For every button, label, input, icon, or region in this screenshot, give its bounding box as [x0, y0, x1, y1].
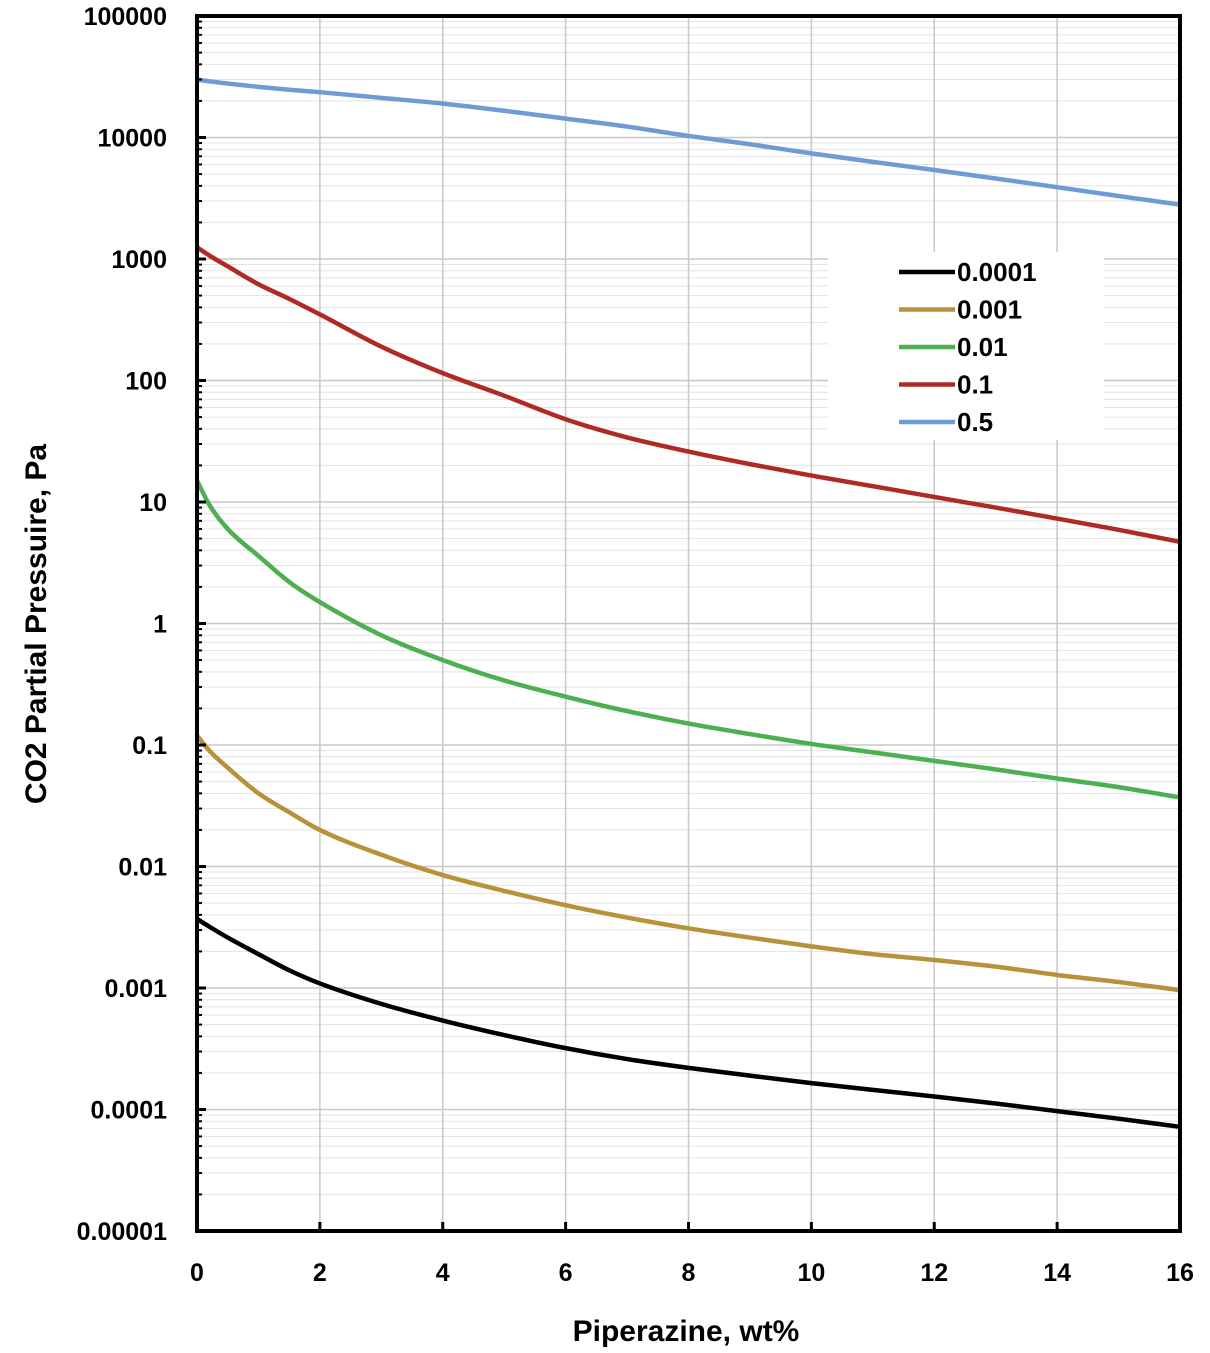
- x-tick-label: 6: [559, 1259, 573, 1287]
- legend: 0.0001 0.001 0.01 0.1 0.5: [828, 252, 1104, 440]
- x-tick-label: 2: [313, 1259, 327, 1287]
- x-tick-label: 16: [1166, 1259, 1194, 1287]
- x-tick-label: 12: [920, 1259, 948, 1287]
- series-line-0.5: [196, 77, 1181, 207]
- y-tick-label: 100: [125, 368, 167, 396]
- y-tick-label: 1: [153, 611, 167, 639]
- legend-label: 0.1: [957, 370, 993, 400]
- legend-label: 0.001: [957, 295, 1022, 325]
- legend-box: [828, 252, 1104, 440]
- y-tick-label: 0.01: [118, 854, 167, 882]
- series-line-0.001: [195, 733, 1181, 993]
- y-tick-label: 10: [139, 489, 167, 517]
- legend-label: 0.0001: [957, 257, 1037, 287]
- series-lines: [194, 77, 1181, 1130]
- y-tick-labels: 0.00001 0.0001 0.001 0.01 0.1 1 10 100 1000 10000…: [77, 3, 167, 1246]
- y-tick-label: 1000: [111, 246, 167, 274]
- series-line-0.1: [195, 245, 1181, 545]
- y-tick-label: 0.00001: [77, 1218, 167, 1246]
- y-tick-label: 100000: [84, 3, 167, 31]
- y-tick-label: 10000: [97, 125, 167, 153]
- x-axis-title: Piperazine, wt%: [573, 1315, 800, 1348]
- x-tick-label: 8: [682, 1259, 696, 1287]
- x-tick-label: 14: [1043, 1259, 1071, 1287]
- x-tick-label: 4: [436, 1259, 450, 1287]
- series-line-0.01: [194, 479, 1181, 800]
- major-gridlines: [197, 15, 1180, 1232]
- y-tick-label: 0.0001: [91, 1097, 168, 1125]
- axis-ticks: [195, 14, 1182, 1233]
- x-tick-label: 0: [190, 1259, 204, 1287]
- y-axis-title: CO2 Partial Pressuire, Pa: [20, 444, 53, 805]
- x-tick-labels: 0 2 4 6 8 10 12 14 16: [190, 1259, 1194, 1287]
- series-line-0.0001: [195, 917, 1181, 1130]
- y-tick-label: 0.1: [132, 732, 167, 760]
- legend-label: 0.5: [957, 407, 993, 437]
- legend-label: 0.01: [957, 332, 1008, 362]
- x-tick-label: 10: [797, 1259, 825, 1287]
- y-tick-label: 0.001: [104, 975, 167, 1003]
